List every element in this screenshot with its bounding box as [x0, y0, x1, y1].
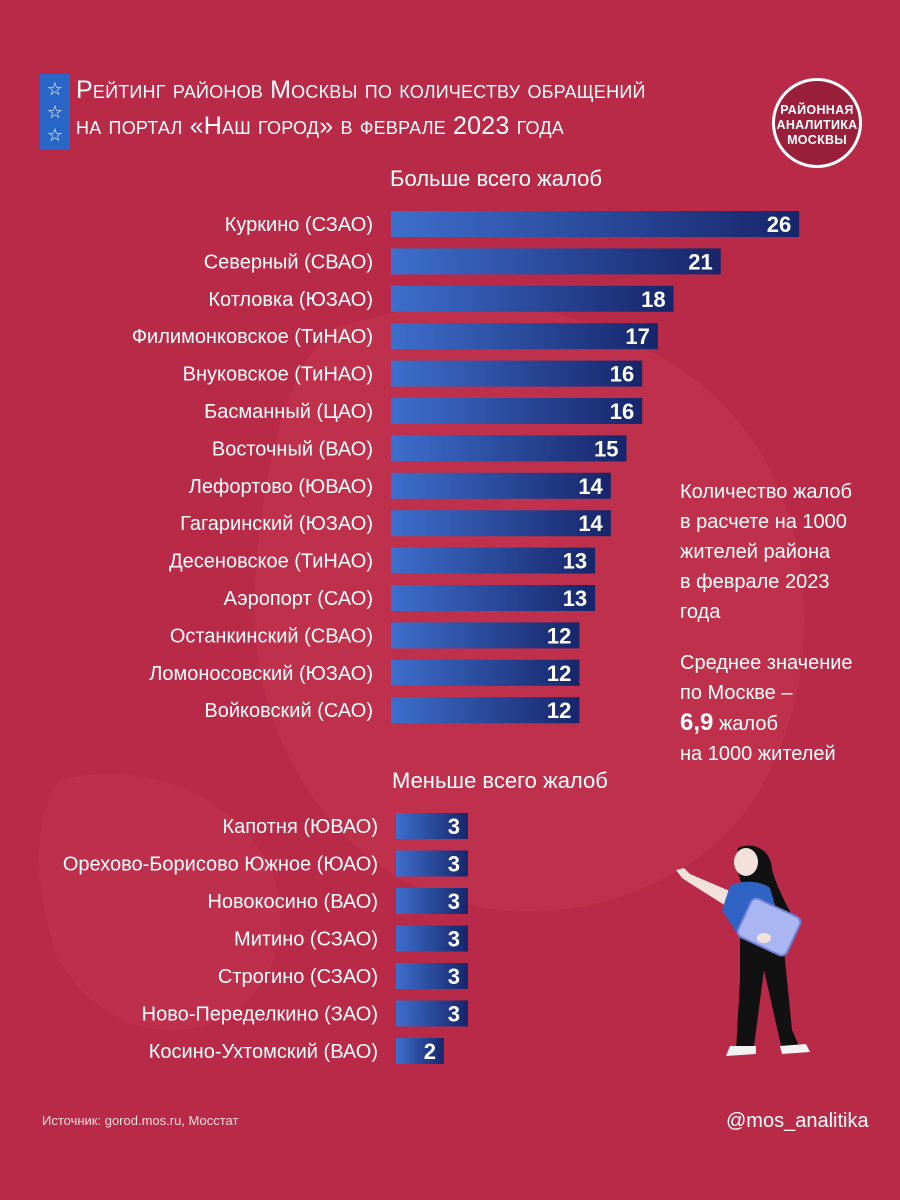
note-line-5: года [680, 601, 721, 623]
avg-line-1: Среднее значение [680, 652, 853, 674]
category-label: Аэропорт (САО) [224, 588, 373, 610]
page-title-line-1: Рейтинг районов Москвы по количеству обр… [76, 76, 646, 104]
page-title-line-2: на портал «Наш город» в феврале 2023 год… [76, 112, 564, 140]
data-label: 3 [448, 1002, 460, 1027]
data-label: 3 [448, 889, 460, 914]
note-line-3: жителей района [680, 541, 831, 563]
data-label: 3 [448, 814, 460, 839]
avg-value: 6,9 [680, 709, 714, 736]
woman-pointing-icon [676, 845, 810, 1056]
category-label: Северный (СВАО) [204, 251, 373, 273]
category-label: Орехово-Борисово Южное (ЮАО) [63, 854, 378, 876]
bar [391, 398, 643, 424]
average-note: Среднее значение по Москве – 6,9 жалоб н… [680, 648, 880, 769]
section-title-least: Меньше всего жалоб [392, 768, 608, 793]
bar [391, 360, 643, 387]
category-label: Косино-Ухтомский (ВАО) [149, 1041, 378, 1063]
note-line-4: в феврале 2023 [680, 571, 830, 593]
data-label: 12 [547, 623, 571, 648]
social-handle[interactable]: @mos_analitika [726, 1110, 869, 1132]
bar [391, 248, 721, 275]
category-label: Строгино (СЗАО) [218, 966, 378, 988]
star-icon: ☆ [46, 79, 64, 99]
data-label: 2 [424, 1039, 436, 1064]
avg-line-4: на 1000 жителей [680, 743, 836, 765]
bar [396, 850, 468, 877]
source-note: Источник: gorod.mos.ru, Мосстат [42, 1113, 239, 1128]
badge-line-3: МОСКВЫ [787, 133, 847, 147]
bar [391, 472, 611, 499]
data-label: 15 [594, 436, 618, 461]
bar [396, 1038, 444, 1064]
data-label: 26 [767, 212, 791, 237]
bar [391, 323, 658, 350]
section-title-most: Больше всего жалоб [390, 166, 602, 191]
bar [391, 585, 596, 611]
data-label: 3 [448, 927, 460, 952]
star-icon: ☆ [46, 125, 64, 145]
data-label: 14 [578, 474, 603, 499]
bar [396, 1000, 468, 1027]
data-label: 13 [563, 549, 587, 574]
category-label: Ломоносовский (ЮЗАО) [149, 663, 373, 685]
bar [391, 211, 800, 237]
note-line-2: в расчете на 1000 [680, 511, 847, 533]
badge-line-1: РАЙОННАЯ [780, 103, 854, 117]
bar [396, 963, 468, 989]
bar [396, 813, 468, 839]
bar [391, 435, 627, 462]
bar [391, 285, 674, 312]
data-label: 14 [578, 511, 603, 536]
data-label: 21 [688, 249, 712, 274]
category-label: Капотня (ЮВАО) [222, 816, 378, 838]
avg-line-3: 6,9 жалоб [680, 708, 880, 739]
category-label: Останкинский (СВАО) [170, 625, 373, 647]
category-label: Новокосино (ВАО) [207, 891, 378, 913]
avg-line-2: по Москве – [680, 682, 793, 704]
star-icon: ☆ [46, 102, 64, 122]
category-label: Лефортово (ЮВАО) [189, 476, 373, 498]
category-label: Котловка (ЮЗАО) [208, 289, 373, 311]
bar [396, 925, 468, 952]
category-label: Десеновское (ТиНАО) [169, 551, 373, 573]
bar [396, 888, 468, 914]
data-label: 3 [448, 964, 460, 989]
note-line-1: Количество жалоб [680, 481, 852, 503]
bar [391, 510, 611, 537]
bar [391, 622, 580, 649]
data-label: 18 [641, 287, 665, 312]
data-label: 13 [563, 586, 587, 611]
avg-unit: жалоб [713, 713, 778, 735]
data-label: 12 [547, 661, 571, 686]
category-label: Внуковское (ТиНАО) [183, 364, 373, 386]
bar [391, 659, 580, 686]
data-label: 12 [547, 698, 571, 723]
badge-line-2: АНАЛИТИКА [776, 118, 858, 132]
brand-badge: РАЙОННАЯ АНАЛИТИКА МОСКВЫ [772, 78, 862, 168]
bar [391, 547, 596, 574]
stars-ribbon: ☆ ☆ ☆ [40, 74, 70, 150]
category-label: Басманный (ЦАО) [204, 401, 373, 423]
category-label: Гагаринский (ЮЗАО) [180, 513, 373, 535]
category-label: Филимонковское (ТиНАО) [132, 326, 373, 348]
data-label: 17 [625, 324, 649, 349]
category-label: Ново-Переделкино (ЗАО) [142, 1004, 378, 1026]
category-label: Восточный (ВАО) [212, 438, 373, 460]
data-label: 3 [448, 852, 460, 877]
category-label: Войковский (САО) [204, 700, 373, 722]
data-label: 16 [610, 399, 634, 424]
chart-note: Количество жалоб в расчете на 1000 жител… [680, 477, 880, 627]
data-label: 16 [610, 362, 634, 387]
category-label: Куркино (СЗАО) [225, 214, 373, 236]
bar [391, 697, 580, 724]
category-label: Митино (СЗАО) [234, 929, 378, 951]
